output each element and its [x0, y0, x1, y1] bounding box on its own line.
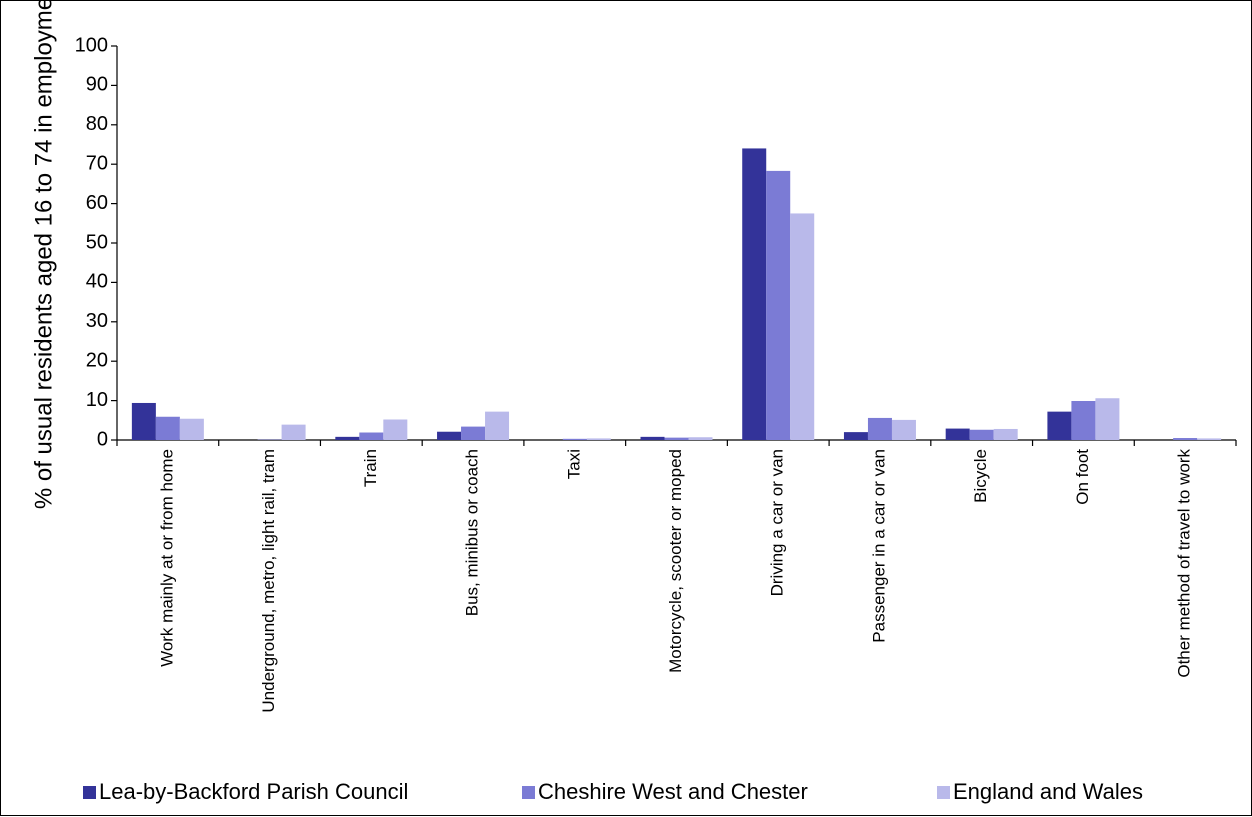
- y-tick-label: 70: [86, 152, 108, 174]
- y-tick-label: 80: [86, 113, 108, 135]
- y-tick-label: 0: [97, 428, 108, 450]
- bar: [485, 412, 509, 440]
- legend-label: Lea-by-Backford Parish Council: [99, 779, 408, 804]
- bar: [1197, 438, 1221, 440]
- bar: [892, 420, 916, 440]
- x-tick-label: Motorcycle, scooter or moped: [666, 449, 685, 673]
- x-tick-label: Bus, minibus or coach: [463, 449, 482, 616]
- bar: [461, 427, 485, 440]
- bar: [282, 425, 306, 440]
- legend-swatch: [83, 786, 96, 799]
- x-tick-label: Driving a car or van: [768, 449, 787, 596]
- x-tick-label: Bicycle: [971, 449, 990, 503]
- bar: [156, 417, 180, 440]
- x-tick-label: Train: [361, 449, 380, 487]
- x-tick-label: Taxi: [564, 449, 583, 479]
- y-axis-title: % of usual residents aged 16 to 74 in em…: [30, 1, 57, 509]
- x-tick-label: Other method of travel to work: [1175, 449, 1194, 678]
- bar: [790, 213, 814, 440]
- bar: [180, 419, 204, 440]
- y-tick-label: 40: [86, 271, 108, 293]
- x-tick-label: On foot: [1073, 449, 1092, 505]
- y-tick-label: 50: [86, 231, 108, 253]
- bar: [335, 437, 359, 440]
- bar: [766, 171, 790, 440]
- legend: Lea-by-Backford Parish Council Cheshire W…: [83, 779, 1143, 804]
- y-tick-label: 30: [86, 310, 108, 332]
- y-tick-label: 100: [75, 34, 108, 56]
- bar: [689, 437, 713, 440]
- bar: [1071, 401, 1095, 440]
- legend-swatch: [937, 786, 950, 799]
- x-tick-label: Passenger in a car or van: [869, 449, 888, 643]
- bar: [132, 403, 156, 440]
- bar: [868, 418, 892, 440]
- bar: [665, 438, 689, 440]
- bar: [994, 429, 1018, 440]
- x-tick-label: Underground, metro, light rail, tram: [259, 449, 278, 713]
- bar: [383, 420, 407, 440]
- bar: [587, 438, 611, 440]
- bar: [437, 432, 461, 440]
- bar: [641, 437, 665, 440]
- bar: [844, 432, 868, 440]
- bar: [1173, 438, 1197, 440]
- bar: [970, 430, 994, 440]
- bar: [1047, 412, 1071, 440]
- x-tick-label: Work mainly at or from home: [157, 449, 176, 667]
- bar: [359, 433, 383, 440]
- y-tick-label: 10: [86, 389, 108, 411]
- y-tick-label: 90: [86, 74, 108, 96]
- legend-swatch: [522, 786, 535, 799]
- bar: [1095, 398, 1119, 440]
- y-tick-label: 20: [86, 349, 108, 371]
- legend-label: England and Wales: [953, 779, 1143, 804]
- y-tick-label: 60: [86, 192, 108, 214]
- bar: [742, 148, 766, 440]
- bar: [563, 439, 587, 440]
- bar: [946, 429, 970, 440]
- legend-label: Cheshire West and Chester: [538, 779, 808, 804]
